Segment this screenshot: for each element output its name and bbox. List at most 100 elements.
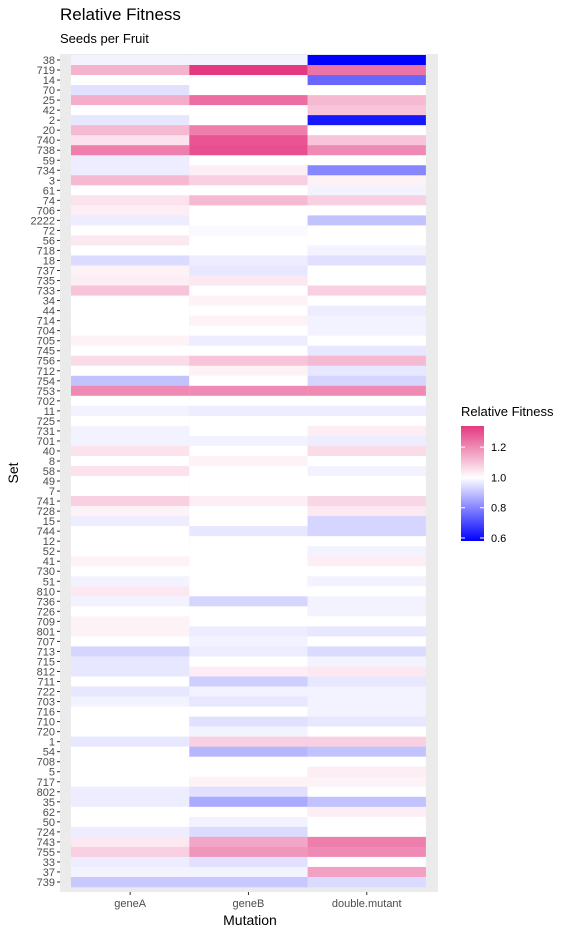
heatmap-cell bbox=[307, 205, 426, 216]
heatmap-cell bbox=[189, 716, 308, 727]
x-axis-tick-labels: geneA geneB double.mutant bbox=[114, 892, 402, 910]
heatmap-cell bbox=[307, 816, 426, 828]
legend-color-bar bbox=[461, 426, 484, 541]
y-tick-label: 8 bbox=[49, 456, 55, 468]
heatmap-cell bbox=[71, 536, 190, 547]
heatmap-cell bbox=[71, 255, 190, 266]
heatmap-cell bbox=[189, 846, 308, 858]
y-tick-label: 5 bbox=[49, 767, 55, 779]
heatmap-cell bbox=[189, 75, 308, 86]
heatmap-cell bbox=[71, 866, 190, 878]
heatmap-cell bbox=[71, 285, 190, 296]
heatmap-cell bbox=[71, 716, 190, 727]
y-tick-label: 41 bbox=[43, 556, 55, 568]
heatmap-cell bbox=[71, 325, 190, 336]
heatmap-cell bbox=[71, 836, 190, 848]
heatmap-cell bbox=[307, 405, 426, 417]
y-tick-label: 61 bbox=[43, 185, 55, 197]
heatmap-cell bbox=[71, 606, 190, 617]
heatmap-cell bbox=[71, 486, 190, 497]
heatmap-cell bbox=[71, 155, 190, 166]
heatmap-cell bbox=[307, 696, 426, 707]
y-tick-label: 716 bbox=[37, 707, 55, 719]
y-tick-label: 756 bbox=[37, 356, 55, 368]
y-tick-label: 717 bbox=[37, 777, 55, 789]
heatmap-cell bbox=[189, 415, 308, 427]
heatmap-cell bbox=[189, 385, 308, 397]
heatmap-cell bbox=[189, 506, 308, 517]
heatmap-cell bbox=[71, 576, 190, 587]
y-tick-label: 735 bbox=[37, 276, 55, 288]
heatmap-cell bbox=[189, 245, 308, 256]
heatmap-cell bbox=[71, 686, 190, 697]
chart-title: Relative Fitness bbox=[60, 5, 181, 24]
heatmap-cell bbox=[71, 596, 190, 607]
heatmap-cell bbox=[189, 726, 308, 737]
legend-title: Relative Fitness bbox=[461, 404, 554, 419]
legend-tick-label: 1.2 bbox=[491, 442, 506, 454]
y-tick-label: 12 bbox=[43, 536, 55, 548]
heatmap-cell bbox=[189, 95, 308, 106]
y-tick-label: 720 bbox=[37, 727, 55, 739]
heatmap-cell bbox=[71, 666, 190, 677]
heatmap-cell bbox=[189, 395, 308, 407]
y-tick-label: 15 bbox=[43, 516, 55, 528]
y-tick-label: 18 bbox=[43, 255, 55, 267]
heatmap-cell bbox=[307, 345, 426, 357]
y-axis-title: Set bbox=[5, 462, 21, 483]
heatmap-cell bbox=[189, 285, 308, 296]
heatmap-cell bbox=[189, 325, 308, 336]
heatmap-cell bbox=[189, 445, 308, 457]
heatmap-cell bbox=[71, 876, 190, 888]
heatmap-cell bbox=[189, 155, 308, 166]
y-tick-label: 731 bbox=[37, 426, 55, 438]
y-tick-label: 58 bbox=[43, 466, 55, 478]
y-tick-label: 1 bbox=[49, 737, 55, 749]
heatmap-cell bbox=[189, 616, 308, 627]
y-tick-label: 724 bbox=[37, 827, 55, 839]
heatmap-cell bbox=[307, 315, 426, 326]
y-tick-label: 743 bbox=[37, 837, 55, 849]
heatmap-cell bbox=[307, 245, 426, 256]
heatmap-cell bbox=[189, 536, 308, 547]
heatmap-cell bbox=[71, 586, 190, 597]
y-tick-label: 44 bbox=[43, 306, 55, 318]
heatmap-cell bbox=[71, 335, 190, 346]
heatmap-cell bbox=[307, 175, 426, 186]
x-tick-label: geneA bbox=[114, 898, 146, 910]
heatmap-cell bbox=[307, 486, 426, 497]
heatmap-cell bbox=[189, 836, 308, 848]
heatmap-cell bbox=[71, 696, 190, 707]
y-tick-label: 37 bbox=[43, 867, 55, 879]
heatmap-cell bbox=[71, 345, 190, 357]
heatmap-cell bbox=[189, 606, 308, 617]
heatmap-cell bbox=[307, 876, 426, 888]
heatmap-cell bbox=[189, 756, 308, 768]
heatmap-cell bbox=[189, 786, 308, 798]
heatmap-cell bbox=[189, 125, 308, 136]
heatmap-cell bbox=[71, 235, 190, 246]
heatmap-cell bbox=[189, 265, 308, 276]
y-tick-label: 728 bbox=[37, 506, 55, 518]
heatmap-cell bbox=[71, 706, 190, 717]
y-tick-label: 733 bbox=[37, 286, 55, 298]
heatmap-cell bbox=[71, 506, 190, 517]
y-tick-label: 42 bbox=[43, 105, 55, 117]
heatmap-cell bbox=[71, 756, 190, 768]
heatmap-cell bbox=[307, 115, 426, 126]
y-tick-label: 35 bbox=[43, 797, 55, 809]
heatmap-cell bbox=[307, 455, 426, 467]
y-tick-label: 754 bbox=[37, 376, 55, 388]
chart-subtitle: Seeds per Fruit bbox=[60, 31, 149, 46]
y-tick-label: 740 bbox=[37, 135, 55, 147]
heatmap-cell bbox=[307, 185, 426, 196]
y-tick-label: 72 bbox=[43, 225, 55, 237]
heatmap-cell bbox=[189, 586, 308, 597]
y-tick-label: 702 bbox=[37, 396, 55, 408]
heatmap-cell bbox=[307, 285, 426, 296]
heatmap-cells bbox=[71, 55, 426, 888]
heatmap-cell bbox=[71, 195, 190, 206]
heatmap-cell bbox=[189, 526, 308, 537]
heatmap-cell bbox=[71, 526, 190, 537]
